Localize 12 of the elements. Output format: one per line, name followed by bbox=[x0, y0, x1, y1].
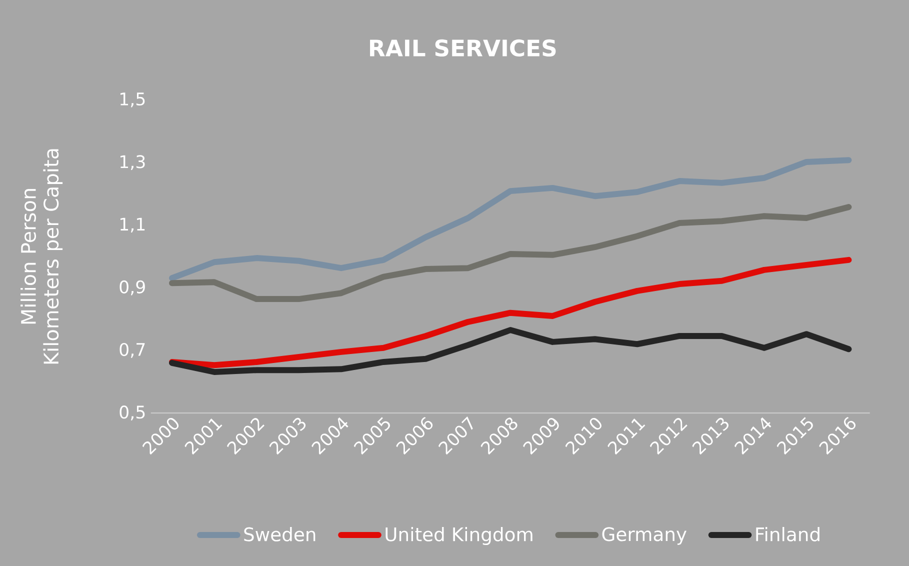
y-tick-label: 1,5 bbox=[120, 92, 145, 108]
legend-label: Germany bbox=[602, 527, 686, 545]
y-tick-label: 1,1 bbox=[120, 218, 145, 233]
legend-label: Finland bbox=[756, 526, 820, 542]
legend-label: United Kingdom bbox=[386, 526, 532, 546]
legend-label: Sweden bbox=[244, 526, 316, 542]
y-tick-label: 0,5 bbox=[120, 406, 145, 420]
y-tick-label: 1,3 bbox=[120, 155, 145, 170]
y-tick-label: 0,9 bbox=[120, 280, 145, 296]
chart-title: RAIL SERVICES bbox=[370, 39, 556, 57]
y-axis-title: Million Person Kilometers per Capita bbox=[20, 149, 63, 364]
y-tick-label: 0,7 bbox=[120, 342, 145, 358]
